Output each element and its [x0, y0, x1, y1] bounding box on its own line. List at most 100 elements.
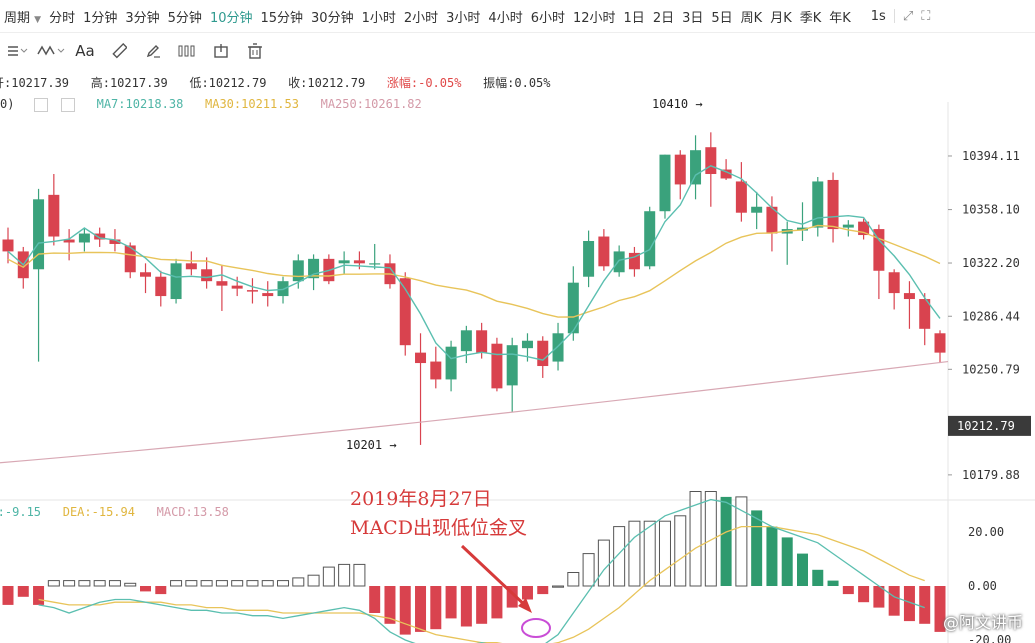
seconds-option[interactable]: 1s	[870, 8, 886, 24]
annotation-text: MACD出现低位金叉	[350, 517, 527, 539]
ma250-line	[0, 360, 949, 464]
macd-legend: DIF:-9.15 DEA:-15.94 MACD:13.58	[0, 505, 229, 519]
macd-tick-label: -20.00	[968, 633, 1011, 643]
bars-icon[interactable]	[170, 44, 204, 58]
candle-body	[827, 179, 839, 230]
macd-histogram-bar	[842, 586, 854, 595]
candle-body	[567, 282, 579, 334]
macd-histogram-bar	[567, 572, 580, 587]
candle-body	[33, 199, 45, 270]
interval-option[interactable]: 15分钟	[260, 10, 304, 26]
interval-option[interactable]: 1小时	[361, 10, 396, 26]
macd-histogram-bar	[537, 586, 549, 595]
candle-body	[155, 276, 167, 297]
expand-icon[interactable]: ⤢	[902, 8, 914, 24]
macd-histogram-bar	[506, 586, 518, 608]
macd-histogram-bar	[751, 510, 763, 586]
candle-body	[705, 147, 717, 175]
candle-body	[201, 269, 213, 282]
candle-body	[460, 330, 472, 352]
interval-option[interactable]: 3日	[682, 10, 704, 26]
interval-option[interactable]: 2小时	[403, 10, 439, 26]
candle-body	[140, 272, 152, 277]
current-price-label: 10212.79	[957, 419, 1015, 433]
macd-histogram-bar	[582, 553, 595, 587]
macd-histogram-bar	[643, 520, 656, 587]
macd-histogram-bar	[674, 515, 687, 587]
macd-histogram-bar	[2, 586, 14, 605]
interval-option[interactable]: 3分钟	[125, 10, 160, 26]
interval-option[interactable]: 5分钟	[167, 10, 202, 26]
period-selector[interactable]: 周期 ▼	[0, 7, 45, 26]
macd-histogram-bar	[322, 566, 335, 587]
interval-toolbar: 周期 ▼ 分时 1分钟 3分钟 5分钟 10分钟 15分钟 30分钟 1小时 2小时 3小时 4小时…	[0, 0, 1035, 33]
ma-panel-toggle[interactable]: 0)	[0, 97, 15, 111]
box-icon[interactable]	[204, 43, 238, 59]
ohlc-high: 高:10217.39	[90, 76, 168, 90]
candle-body	[842, 224, 854, 228]
font-icon[interactable]: Aa	[75, 42, 95, 60]
macd-histogram-bar	[704, 491, 717, 587]
interval-option[interactable]: 1日	[623, 10, 645, 26]
settings-icon[interactable]	[33, 97, 48, 112]
interval-option[interactable]: 5日	[711, 10, 733, 26]
macd-tick-label: 0.00	[968, 579, 997, 593]
candle-body	[521, 340, 533, 349]
interval-option[interactable]: 年K	[829, 10, 851, 26]
candle-body	[628, 252, 640, 270]
candle-body	[170, 263, 182, 300]
interval-option[interactable]: 2日	[652, 10, 675, 26]
candle-body	[583, 240, 595, 277]
candle-body	[903, 293, 915, 300]
price-tick-label: 10250.79	[962, 362, 1020, 376]
ruler-icon[interactable]	[102, 43, 136, 59]
current-price-badge	[948, 415, 1031, 436]
interval-option[interactable]: 10分钟	[209, 10, 253, 26]
candle-body	[415, 352, 427, 364]
macd-histogram-bar	[827, 580, 839, 586]
macd-histogram-bar	[781, 537, 793, 586]
interval-option[interactable]: 3小时	[446, 10, 481, 26]
trash-icon[interactable]	[238, 43, 272, 59]
interval-option[interactable]: 30分钟	[311, 10, 354, 26]
interval-option[interactable]: 季K	[799, 10, 822, 26]
candle-body	[78, 233, 90, 243]
candle-body	[246, 290, 258, 292]
macd-histogram-bar	[155, 586, 167, 595]
candle-body	[124, 245, 136, 273]
interval-option[interactable]: 12小时	[572, 10, 616, 26]
lines-icon[interactable]	[0, 44, 34, 58]
macd-histogram-bar	[628, 520, 641, 587]
macd-histogram-bar	[460, 586, 472, 627]
macd-histogram-bar	[796, 553, 808, 586]
ohlc-low: 低:10212.79	[189, 76, 267, 90]
candle-body	[109, 239, 121, 244]
close-icon[interactable]	[60, 97, 75, 112]
wave-icon[interactable]	[34, 44, 68, 58]
interval-option[interactable]: 分时	[49, 10, 76, 26]
candle-body	[858, 221, 870, 236]
candle-body	[308, 258, 320, 279]
candle-body	[537, 340, 549, 367]
macd-histogram-bar	[170, 580, 183, 587]
candle-body	[323, 258, 335, 282]
candle-body	[613, 251, 625, 273]
macd-histogram-bar	[17, 586, 29, 597]
interval-option[interactable]: 4小时	[488, 10, 523, 26]
macd-histogram-bar	[215, 580, 228, 587]
candle-body	[445, 346, 457, 380]
fullscreen-icon[interactable]: ⛶	[921, 8, 931, 24]
macd-histogram-bar	[384, 586, 396, 624]
macd-histogram-bar	[919, 586, 931, 624]
candle-body	[812, 181, 824, 228]
interval-option[interactable]: 1分钟	[83, 10, 118, 26]
interval-option[interactable]: 周K	[740, 10, 763, 26]
candle-body	[888, 272, 900, 294]
golden-cross-circle	[521, 618, 551, 638]
interval-option[interactable]: 月K	[770, 10, 792, 26]
macd-histogram-bar	[766, 526, 778, 586]
pen-icon[interactable]	[136, 43, 170, 59]
candle-body	[659, 154, 671, 212]
candle-body	[919, 299, 931, 329]
interval-option[interactable]: 6小时	[530, 10, 565, 26]
